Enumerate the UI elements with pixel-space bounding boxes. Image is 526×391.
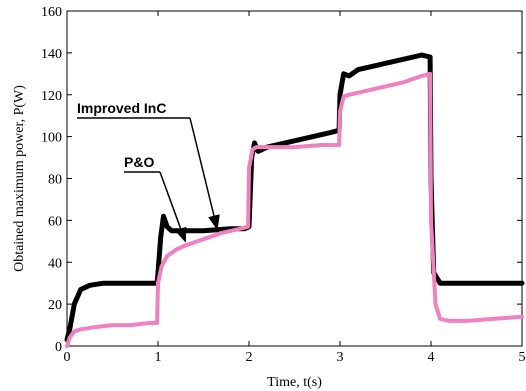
y-tick-label: 140 (41, 47, 62, 62)
y-tick-label: 0 (55, 340, 62, 355)
chart-annotations: Improved InC P&O (77, 100, 220, 243)
annotation-label: Improved InC (77, 100, 166, 116)
annotation-label: P&O (124, 154, 154, 170)
annotation-arrow (159, 171, 187, 243)
x-tick-label: 3 (337, 350, 344, 365)
x-tick-label: 5 (519, 350, 526, 365)
x-tick-label: 4 (428, 350, 435, 365)
y-tick-label: 160 (41, 5, 62, 20)
x-axis-label: Time, t(s) (267, 375, 322, 390)
y-tick-label: 120 (41, 89, 62, 104)
x-tick-label: 1 (155, 350, 162, 365)
x-tick-label: 2 (246, 350, 253, 365)
y-tick-label: 60 (48, 214, 62, 229)
y-axis-label: Obtained maximum power, P(W) (12, 85, 27, 272)
axis-ticks: 0 1 2 3 4 5 0 20 40 60 80 100 120 140 160 (41, 5, 526, 365)
x-tick-label: 0 (64, 350, 71, 365)
y-tick-label: 40 (48, 256, 62, 271)
y-tick-label: 100 (41, 131, 62, 146)
annotation-arrow (189, 117, 220, 231)
series-line-p-and-o (65, 71, 524, 348)
plot-area-border (66, 10, 523, 347)
chart-series (64, 52, 525, 348)
plot-frame (66, 10, 523, 347)
y-tick-label: 20 (48, 298, 62, 313)
y-tick-label: 80 (48, 173, 62, 188)
